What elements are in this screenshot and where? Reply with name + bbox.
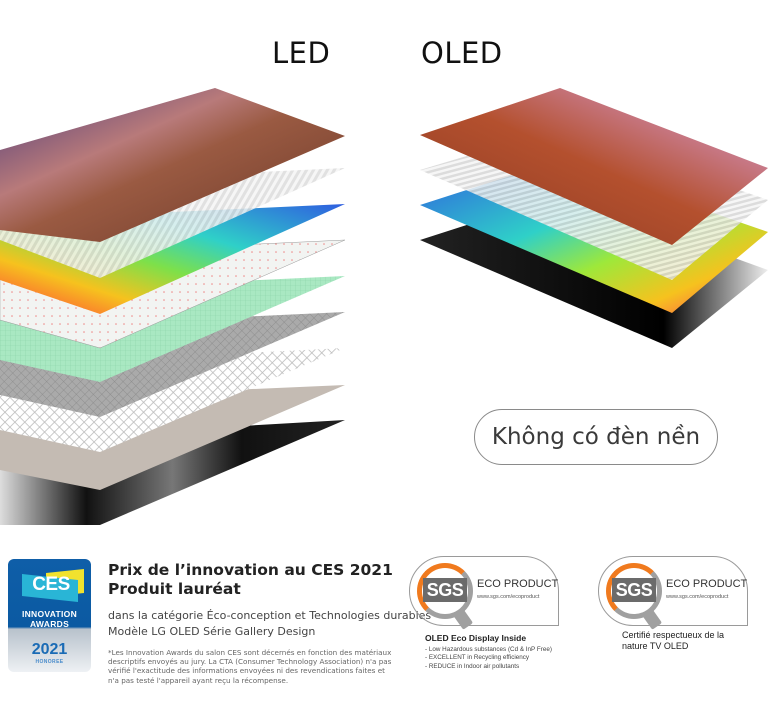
- ces-year: 2021: [31, 641, 68, 658]
- ces-line1: INNOVATION: [21, 609, 78, 619]
- sgs-url: www.sgs.com/ecoproduct: [477, 594, 540, 600]
- ces-innovation-awards-badge: CES INNOVATION AWARDS 2021 HONOREE: [8, 559, 91, 672]
- ces-logo: CES: [32, 574, 70, 595]
- oled-heading: OLED: [421, 36, 503, 70]
- sgs-right-caption: Certifié respectueux de la nature TV OLE…: [622, 630, 725, 651]
- sgs-left-item: - EXCELLENT in Recycling efficiency: [425, 654, 530, 662]
- sgs-left-item: - Low Hazardous substances (Cd & InP Fre…: [425, 646, 552, 653]
- no-backlight-label: Không có đèn nền: [474, 409, 718, 465]
- sgs-frame: [598, 556, 748, 626]
- sgs-ring-icon: [606, 563, 662, 619]
- ces-honoree: HONOREE: [35, 659, 64, 665]
- award-category: dans la catégorie Éco-conception et Tech…: [108, 609, 432, 622]
- sgs-logo-text: SGS: [612, 578, 656, 602]
- sgs-eco-product-logo-right: SGS ECO PRODUCT www.sgs.com/ecoproduct: [598, 556, 748, 634]
- oled-layer-stack: [410, 80, 768, 360]
- sgs-left-caption: OLED Eco Display Inside - Low Hazardous …: [425, 633, 552, 671]
- sgs-eco-product-logo-left: SGS ECO PRODUCT www.sgs.com/ecoproduct: [409, 556, 559, 634]
- sgs-logo-text: SGS: [423, 578, 467, 602]
- oled-stack-illustration: [420, 88, 768, 348]
- sgs-eco-label: ECO PRODUCT: [666, 578, 748, 590]
- sgs-left-caption-title: OLED Eco Display Inside: [425, 633, 527, 643]
- sgs-ring-icon: [417, 563, 473, 619]
- sgs-url: www.sgs.com/ecoproduct: [666, 594, 729, 600]
- led-stack-illustration: [0, 88, 346, 525]
- award-model: Modèle LG OLED Série Gallery Design: [108, 625, 316, 638]
- ces-innovation-text: INNOVATION AWARDS: [8, 609, 91, 629]
- award-title-line1: Prix de l’innovation au CES 2021: [108, 561, 393, 579]
- award-description: Prix de l’innovation au CES 2021 Produit…: [108, 561, 432, 685]
- led-layer-stack: [0, 80, 360, 530]
- sgs-left-item: - REDUCE in Indoor air pollutants: [425, 662, 520, 670]
- ces-line2: AWARDS: [29, 619, 70, 629]
- led-heading: LED: [272, 36, 331, 70]
- award-disclaimer: *Les Innovation Awards du salon CES sont…: [108, 648, 392, 685]
- sgs-eco-label: ECO PRODUCT: [477, 578, 559, 590]
- sgs-frame: [409, 556, 559, 626]
- award-title-line2: Produit lauréat: [108, 580, 241, 598]
